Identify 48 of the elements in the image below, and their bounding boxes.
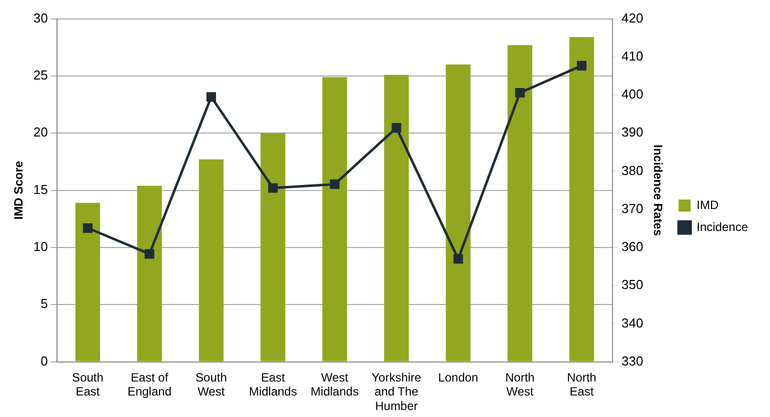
- bar: [260, 133, 286, 362]
- y2-tick-label: 340: [622, 315, 644, 330]
- point: [82, 223, 93, 233]
- y2-tick-label: 350: [622, 277, 644, 292]
- y-tick-label: 20: [33, 124, 48, 140]
- y-tick-label: 10: [33, 239, 48, 254]
- point: [268, 183, 278, 193]
- y-tick-label: 0: [40, 353, 48, 368]
- y2-tick-label: 410: [622, 48, 644, 64]
- legend-label: Incidence: [696, 220, 748, 234]
- bar: [384, 74, 409, 362]
- point: [576, 60, 586, 70]
- point: [144, 249, 154, 259]
- bar: [75, 202, 100, 362]
- x-tick-label: East Midlands: [248, 370, 297, 399]
- bar: [508, 45, 532, 362]
- x-tick-label: Yorkshire and The Humber: [372, 370, 422, 414]
- bar: [137, 186, 162, 362]
- y2-tick-label: 380: [622, 162, 644, 178]
- bar: [569, 37, 594, 362]
- x-tick-label: East of England: [127, 370, 172, 399]
- y2-tick-label: 420: [622, 10, 644, 26]
- x-tick-label: London: [438, 370, 478, 384]
- y2-tick-label: 400: [622, 86, 644, 102]
- y-tick-label: 30: [33, 10, 48, 26]
- x-tick-label: South West: [196, 370, 227, 399]
- legend-label: IMD: [696, 198, 719, 212]
- y-tick-label: 5: [40, 296, 48, 312]
- point: [392, 123, 402, 133]
- y-tick-label: 25: [33, 68, 48, 83]
- y2-tick-label: 330: [622, 353, 644, 368]
- point: [515, 88, 525, 98]
- x-tick-label: North East: [567, 370, 596, 399]
- y-axis-title: IMD Score: [12, 160, 26, 220]
- point: [330, 179, 340, 189]
- x-tick-label: West Midlands: [310, 370, 359, 399]
- y2-tick-label: 360: [622, 239, 644, 254]
- bar: [198, 159, 224, 362]
- point: [206, 92, 216, 102]
- y2-tick-label: 370: [622, 200, 644, 216]
- bar: [446, 64, 471, 362]
- x-tick-label: North West: [505, 370, 535, 399]
- y2-tick-label: 390: [622, 124, 644, 140]
- y-tick-label: 15: [33, 182, 48, 197]
- point: [453, 254, 463, 264]
- y2-axis-title: Incidence Rates: [651, 144, 666, 236]
- x-tick-label: South East: [72, 370, 104, 399]
- bar: [322, 77, 348, 362]
